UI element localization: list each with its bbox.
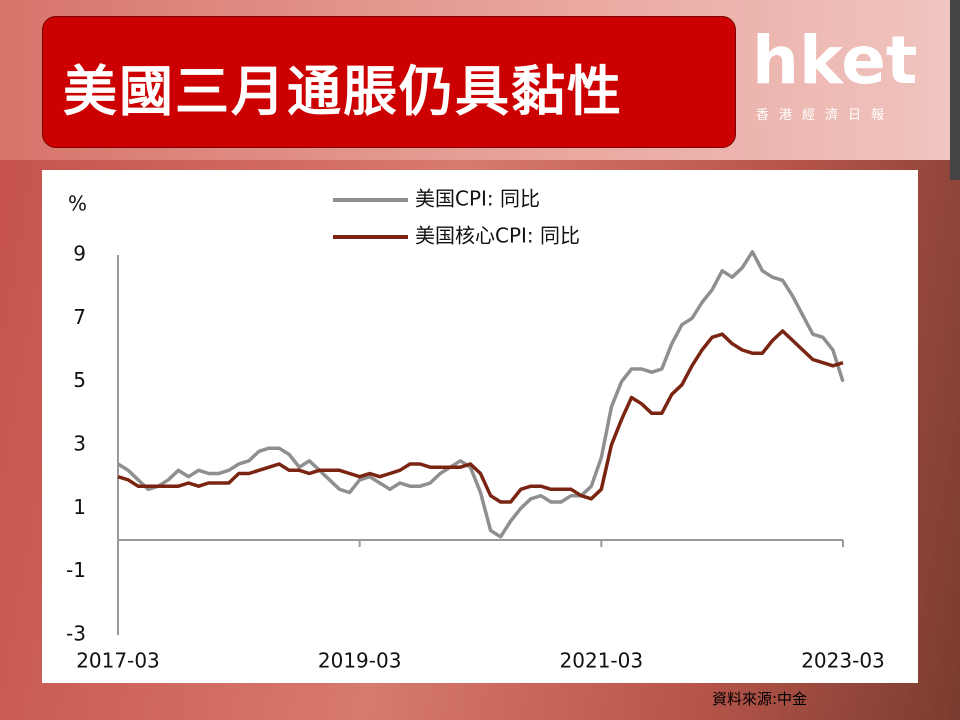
y-tick-label: -1: [66, 558, 86, 582]
y-tick-label: 5: [73, 368, 86, 392]
series-line: [117, 250, 845, 539]
y-tick-label: -3: [66, 622, 86, 646]
y-tick-label: 9: [73, 242, 86, 266]
y-tick-label: 3: [73, 432, 86, 456]
x-tick-label: 2023-03: [801, 649, 885, 673]
legend-label: 美国核心CPI: 同比: [415, 224, 580, 248]
logo-subtitle: 香港經濟日報: [756, 108, 895, 123]
y-tick-label: 1: [73, 495, 86, 519]
x-tick-label: 2021-03: [560, 649, 644, 673]
title: 美國三月通脹仍具黏性: [63, 60, 623, 123]
legend-label: 美国CPI: 同比: [415, 187, 540, 211]
source: 資料來源:中金: [712, 690, 808, 708]
y-tick-label: 7: [73, 305, 86, 329]
title-box: 美國三月通脹仍具黏性: [42, 16, 736, 148]
y-axis-label: %: [68, 192, 87, 216]
logo: hket: [752, 22, 918, 99]
x-tick-label: 2019-03: [318, 649, 402, 673]
edge: [950, 0, 960, 180]
x-tick-label: 2017-03: [76, 649, 160, 673]
series-line: [117, 329, 844, 504]
chart-panel: [42, 170, 918, 683]
